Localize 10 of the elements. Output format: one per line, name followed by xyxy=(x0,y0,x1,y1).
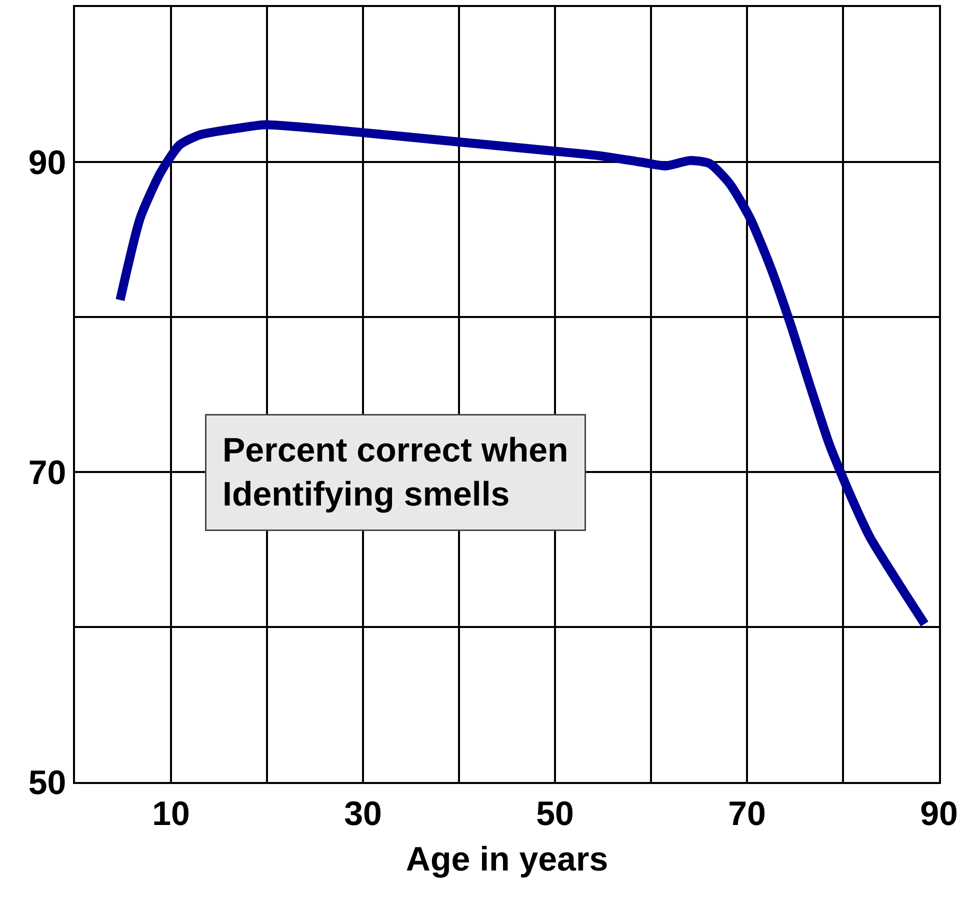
x-tick-label: 10 xyxy=(152,794,190,833)
x-tick-label: 70 xyxy=(728,794,766,833)
x-tick-label: 90 xyxy=(920,794,958,833)
y-tick-label: 50 xyxy=(28,764,66,802)
x-axis-title: Age in years xyxy=(406,840,608,879)
y-tick-label: 90 xyxy=(28,144,66,182)
annotation: Percent correct when Identifying smells xyxy=(222,432,568,514)
x-tick-label: 50 xyxy=(536,794,574,833)
x-tick-label: 30 xyxy=(344,794,382,833)
y-tick-label: 70 xyxy=(28,454,66,492)
